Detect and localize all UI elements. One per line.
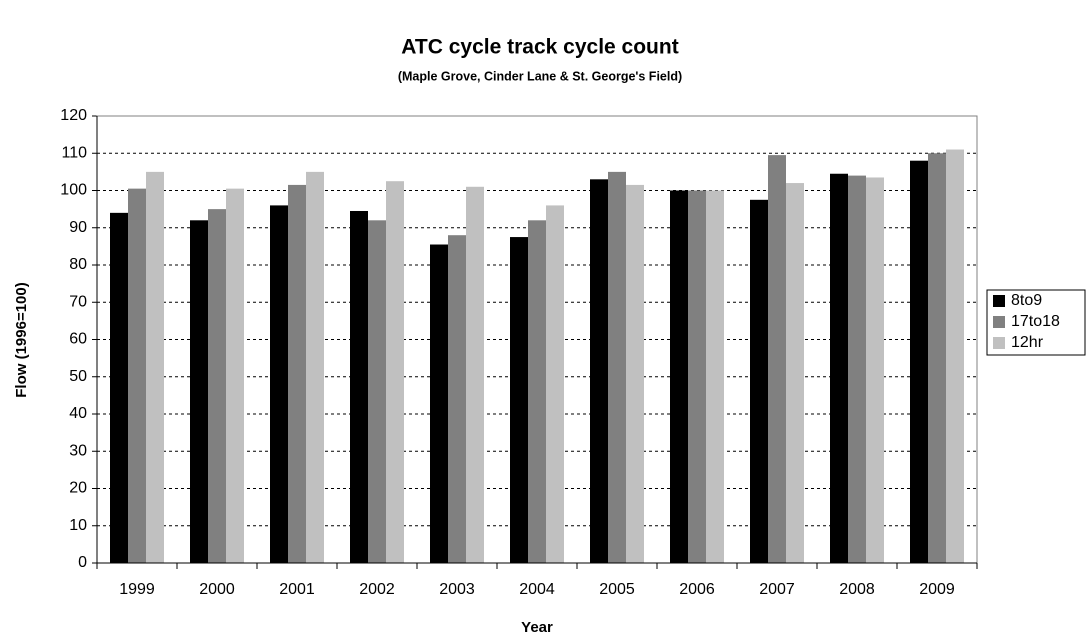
bar xyxy=(368,220,386,564)
x-tick-label: 2007 xyxy=(759,581,795,598)
y-tick-label: 30 xyxy=(69,442,87,459)
legend-label: 12hr xyxy=(1011,334,1044,351)
bar xyxy=(528,220,546,564)
x-axis-title: Year xyxy=(521,619,553,636)
y-tick-label: 100 xyxy=(60,182,87,199)
y-tick-label: 60 xyxy=(69,331,87,348)
bar xyxy=(128,188,146,563)
bar xyxy=(768,155,786,564)
bar xyxy=(190,220,208,564)
x-tick-label: 2003 xyxy=(439,581,475,598)
bar xyxy=(750,199,768,563)
y-tick-label: 0 xyxy=(78,554,87,571)
bar xyxy=(466,186,484,563)
bar xyxy=(386,181,404,563)
x-tick-label: 2009 xyxy=(919,581,955,598)
bar xyxy=(226,188,244,563)
legend-swatch xyxy=(993,337,1005,349)
bar xyxy=(608,171,626,563)
chart-title: ATC cycle track cycle count xyxy=(401,36,678,59)
bar xyxy=(448,235,466,563)
bar xyxy=(110,212,128,563)
bar xyxy=(946,149,964,563)
y-tick-label: 120 xyxy=(60,107,87,124)
y-axis-title: Flow (1996=100) xyxy=(13,282,30,397)
bar xyxy=(430,244,448,563)
bar xyxy=(590,179,608,563)
legend-swatch xyxy=(993,295,1005,307)
bar xyxy=(546,205,564,563)
x-tick-label: 2008 xyxy=(839,581,875,598)
bar xyxy=(670,190,688,563)
legend-label: 8to9 xyxy=(1011,292,1042,309)
legend-swatch xyxy=(993,316,1005,328)
legend-label: 17to18 xyxy=(1011,313,1060,330)
bar xyxy=(848,175,866,563)
bar xyxy=(688,190,706,563)
y-tick-label: 70 xyxy=(69,293,87,310)
y-tick-label: 50 xyxy=(69,368,87,385)
bar xyxy=(146,171,164,563)
bar xyxy=(288,184,306,563)
bar xyxy=(928,153,946,563)
x-tick-label: 2004 xyxy=(519,581,555,598)
bar xyxy=(270,205,288,563)
x-tick-label: 2000 xyxy=(199,581,235,598)
y-tick-label: 110 xyxy=(61,144,87,161)
bar xyxy=(866,177,884,563)
y-tick-label: 40 xyxy=(69,405,87,422)
y-tick-label: 90 xyxy=(69,219,87,236)
bar xyxy=(208,209,226,563)
y-tick-label: 80 xyxy=(69,256,87,273)
bar xyxy=(626,184,644,563)
bar xyxy=(510,237,528,563)
bar xyxy=(910,160,928,563)
bar xyxy=(830,173,848,564)
x-tick-label: 2005 xyxy=(599,581,635,598)
bar xyxy=(306,171,324,563)
chart-subtitle: (Maple Grove, Cinder Lane & St. George's… xyxy=(398,69,682,83)
bar xyxy=(706,190,724,563)
x-tick-label: 2002 xyxy=(359,581,395,598)
bar xyxy=(786,183,804,564)
x-tick-label: 2001 xyxy=(279,581,315,598)
x-tick-label: 1999 xyxy=(119,581,155,598)
y-tick-label: 10 xyxy=(69,517,87,534)
x-tick-label: 2006 xyxy=(679,581,715,598)
bar xyxy=(350,210,368,564)
y-tick-label: 20 xyxy=(69,480,87,497)
